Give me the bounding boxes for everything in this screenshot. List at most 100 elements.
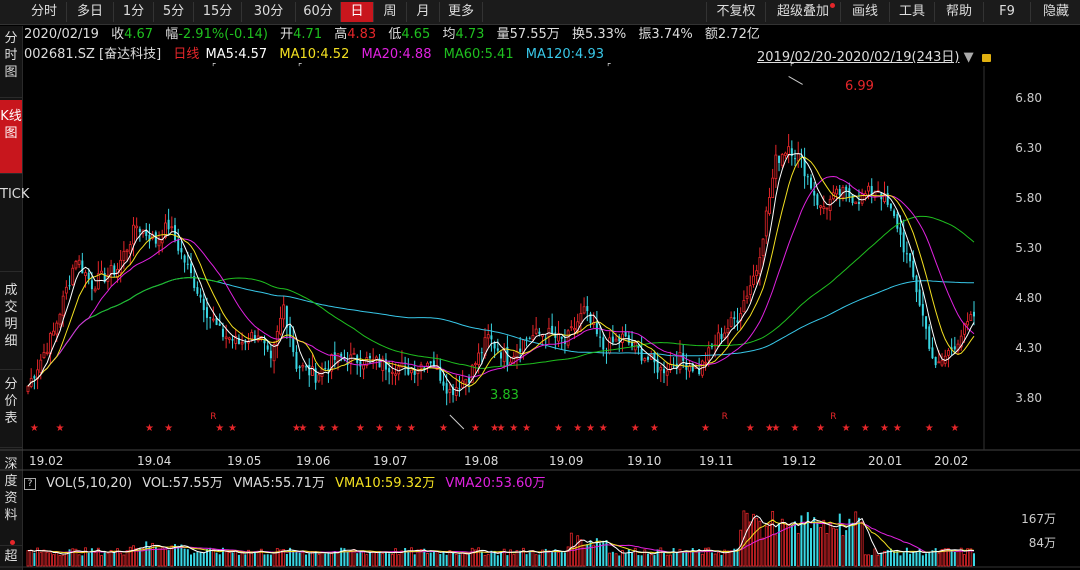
volume-bar xyxy=(618,555,621,566)
sidebar-item-trade-detail[interactable]: 成交明细 xyxy=(0,274,22,370)
tab-intraday[interactable]: 分时 xyxy=(22,2,67,22)
tab-60min[interactable]: 60分 xyxy=(296,2,341,22)
volume-bar xyxy=(250,552,254,567)
candle-body xyxy=(538,331,541,334)
volume-bar xyxy=(592,544,596,567)
date-tick: 19.02 xyxy=(29,454,64,468)
lock-icon[interactable] xyxy=(981,53,991,62)
volume-bar xyxy=(733,548,736,566)
volume-bar xyxy=(90,548,93,566)
candle-body xyxy=(289,325,292,338)
volume-bar xyxy=(164,548,167,567)
volume-tick: 84万 xyxy=(1028,536,1056,550)
vma5-label: VMA5:55.71万 xyxy=(233,476,325,491)
candle-body xyxy=(925,316,928,329)
tab-5min[interactable]: 5分 xyxy=(154,2,194,22)
volume-bar xyxy=(860,521,864,567)
volume-tick: 167万 xyxy=(1021,512,1056,526)
candle-body xyxy=(413,370,416,375)
volume-bar xyxy=(940,549,944,567)
candle-body xyxy=(490,335,493,340)
candle-body xyxy=(390,371,394,374)
volume-bar xyxy=(943,548,947,567)
candle-body xyxy=(42,352,46,359)
super-overlay-button[interactable]: 超级叠加 xyxy=(765,2,840,22)
tab-1min[interactable]: 1分 xyxy=(114,2,154,22)
help-button[interactable]: 帮助 xyxy=(934,2,983,22)
tab-multi-day[interactable]: 多日 xyxy=(67,2,114,22)
high-value: 4.83 xyxy=(347,27,377,42)
f9-button[interactable]: F9 xyxy=(983,2,1030,22)
vol-value: 57.55万 xyxy=(509,27,560,42)
draw-line-button[interactable]: 画线 xyxy=(840,2,889,22)
candle-body xyxy=(68,285,71,287)
candle-body xyxy=(586,306,589,312)
tab-daily[interactable]: 日 xyxy=(341,2,374,22)
volume-bar xyxy=(81,555,84,566)
tab-more[interactable]: 更多 xyxy=(440,2,483,22)
sidebar-item-intraday[interactable]: 分时图 xyxy=(0,26,22,98)
date-range-selector[interactable]: 2019/02/20-2020/02/19(243日) ▼ xyxy=(757,46,991,65)
volume-bar xyxy=(579,539,583,567)
volume-bar xyxy=(848,518,851,566)
candle-body xyxy=(237,337,240,344)
tab-monthly[interactable]: 月 xyxy=(407,2,440,22)
volume-bar xyxy=(947,548,950,567)
event-star-marker: ★ xyxy=(375,423,384,434)
candle-body xyxy=(87,272,90,280)
tab-30min[interactable]: 30分 xyxy=(242,2,296,22)
event-star-marker: ★ xyxy=(228,423,237,434)
ma20-label: MA20:4.88 xyxy=(361,47,432,62)
volume-bar xyxy=(186,549,189,566)
volume-bar xyxy=(509,549,512,567)
sidebar-item-depth-data[interactable]: 深度资料 xyxy=(0,450,22,546)
volume-bar xyxy=(371,551,375,567)
open-value: 4.71 xyxy=(293,27,323,42)
volume-bar xyxy=(662,552,665,566)
date-tick: 19.06 xyxy=(296,454,331,468)
no-adjust-button[interactable]: 不复权 xyxy=(706,2,765,22)
volume-bar xyxy=(58,555,62,567)
volume-bar xyxy=(566,546,570,567)
tools-button[interactable]: 工具 xyxy=(889,2,934,22)
volume-bar xyxy=(407,552,410,566)
sidebar-item-price-table[interactable]: 分价表 xyxy=(0,372,22,448)
candle-body xyxy=(803,157,806,177)
tab-weekly[interactable]: 周 xyxy=(374,2,407,22)
dropdown-triangle-icon[interactable]: ▼ xyxy=(963,50,974,65)
candle-body xyxy=(100,270,103,274)
volume-bar xyxy=(547,550,551,567)
indicator-toggle-icon[interactable]: ? xyxy=(24,477,36,490)
low-label: 低 xyxy=(388,27,402,42)
candle-body xyxy=(253,335,256,340)
sidebar-item-super[interactable]: 超 xyxy=(4,549,18,564)
volume-bar xyxy=(445,554,448,566)
volume-bar xyxy=(950,549,953,566)
volume-bar xyxy=(653,555,656,566)
volume-bar xyxy=(966,548,970,567)
volume-bar xyxy=(205,549,208,566)
volume-bar xyxy=(816,521,819,566)
volume-bar xyxy=(154,546,157,566)
candle-body xyxy=(640,349,643,361)
ma60-label: MA60:5.41 xyxy=(443,47,514,62)
ma5-label: MA5:4.57 xyxy=(205,47,268,62)
candle-body xyxy=(352,352,356,355)
candle-body xyxy=(787,146,791,156)
volume-bar xyxy=(224,551,228,567)
volume-bar xyxy=(796,532,800,567)
candle-body xyxy=(761,238,765,256)
hide-button[interactable]: 隐藏 xyxy=(1030,2,1080,22)
volume-bar xyxy=(256,550,260,567)
volume-bar xyxy=(688,550,691,567)
volume-bar xyxy=(346,551,349,566)
tab-15min[interactable]: 15分 xyxy=(194,2,242,22)
volume-legend-bar: ? VOL(5,10,20) VOL:57.55万 VMA5:55.71万 VM… xyxy=(24,475,552,493)
candle-body xyxy=(164,222,167,238)
candle-body xyxy=(174,225,177,241)
quote-date: 2020/02/19 xyxy=(24,27,99,42)
volume-bar xyxy=(218,554,221,566)
vol-indicator-name[interactable]: VOL(5,10,20) xyxy=(46,476,133,491)
sidebar-item-kline[interactable]: K线图 xyxy=(0,100,22,174)
